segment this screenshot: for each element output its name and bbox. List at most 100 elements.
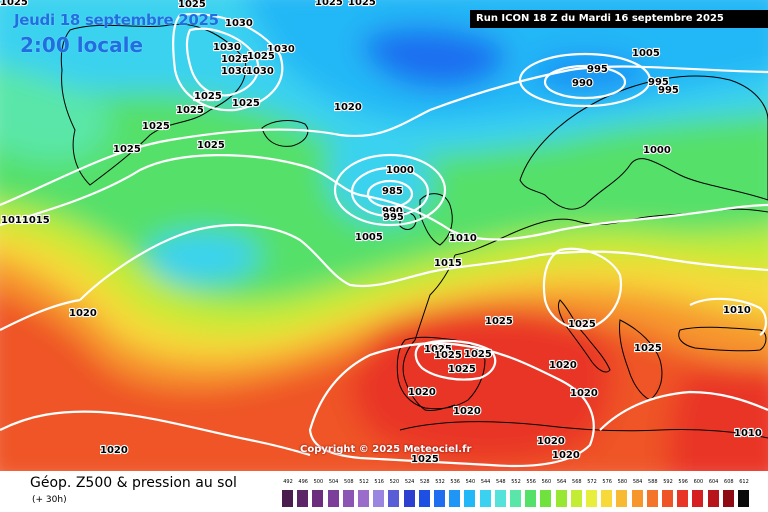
scale-swatch (631, 490, 643, 507)
legend-forecast-offset: (+ 30h) (32, 495, 67, 505)
forecast-date-title: Jeudi 18 septembre 2025 (14, 11, 219, 29)
isobar-label: 1030 (221, 66, 249, 77)
isobar-label: 1025 (113, 144, 141, 155)
scale-label: 524 (404, 479, 415, 485)
isobar-label: 995 (587, 64, 608, 75)
scale-label: 544 (480, 479, 491, 485)
isobar-label: 1020 (552, 450, 580, 461)
isobar-label: 1020 (100, 445, 128, 456)
scale-swatch (342, 490, 354, 507)
isobar-label: 1000 (643, 145, 671, 156)
isobar-label: 1025 (0, 0, 28, 8)
scale-label: 512 (359, 479, 369, 485)
isobar-label: 1005 (355, 232, 383, 243)
isobar-label: 1025 (411, 454, 439, 465)
scale-label: 588 (648, 479, 658, 485)
scale-label: 520 (389, 479, 400, 485)
scale-swatch (616, 490, 628, 507)
isobar-label: 1011015 (1, 215, 50, 226)
isobar-label: 1025 (247, 51, 275, 62)
scale-swatch (282, 490, 293, 507)
isobar-label: 1025 (315, 0, 343, 8)
copyright-notice: Copyright © 2025 Meteociel.fr (300, 444, 472, 455)
isobar-label: 1025 (448, 364, 476, 375)
scale-swatch (388, 490, 400, 507)
isobar-label: 1020 (549, 360, 577, 371)
isobar-label: 1010 (723, 305, 751, 316)
isobar-label: 1025 (197, 140, 225, 151)
scale-label: 584 (632, 479, 643, 485)
isobar-label: 1000 (386, 165, 414, 176)
scale-swatch (479, 490, 491, 507)
scale-label: 548 (496, 479, 506, 485)
isobar-label: 990 (382, 206, 403, 217)
scale-swatch (418, 490, 430, 507)
scale-swatch (722, 490, 734, 507)
isobar-label: 1025 (176, 105, 204, 116)
scale-label: 508 (344, 479, 354, 485)
isobar-label: 1025 (221, 54, 249, 65)
scale-label: 564 (556, 479, 567, 485)
isobar-label: 1030 (213, 42, 241, 53)
scale-label: 496 (298, 479, 308, 485)
scale-swatch (692, 490, 704, 507)
isobar-label: 1025 (634, 343, 662, 354)
isobar-label: 1010 (734, 428, 762, 439)
isobar-label: 1025 (348, 0, 376, 8)
isobar-label: 1020 (537, 436, 565, 447)
isobar-label: 1025 (142, 121, 170, 132)
scale-swatch (707, 490, 719, 507)
scale-label: 504 (328, 479, 339, 485)
scale-swatch (449, 490, 461, 507)
scale-label: 540 (465, 479, 476, 485)
isobar-label: 1025 (434, 350, 462, 361)
scale-swatch (510, 490, 521, 507)
isobars (0, 13, 768, 468)
isobar-label: 1020 (453, 406, 481, 417)
scale-swatch (555, 490, 567, 507)
scale-label: 608 (724, 479, 734, 485)
isobar-label: 1005 (632, 48, 660, 59)
legend-title: Géop. Z500 & pression au sol (30, 475, 237, 491)
scale-swatch (358, 490, 369, 507)
scale-swatch (525, 490, 537, 507)
isobar-label: 1030 (246, 66, 274, 77)
isobar-label: 990 (572, 78, 593, 89)
legend-footer: Géop. Z500 & pression au sol (+ 30h) 492… (0, 471, 768, 512)
isobar-labels: 1025 1030 1030 1030 1025 1025 1030 1030 … (0, 0, 763, 466)
forecast-time-title: 2:00 locale (20, 33, 144, 57)
scale-label: 592 (663, 479, 673, 485)
model-run-banner: Run ICON 18 Z du Mardi 16 septembre 2025 (470, 10, 768, 28)
isobar-label: 1020 (334, 102, 362, 113)
scale-swatch (403, 490, 415, 507)
geopotential-field (0, 0, 768, 471)
scale-label: 532 (435, 479, 445, 485)
scale-label: 568 (572, 479, 582, 485)
scale-swatch (601, 490, 613, 507)
scale-label: 556 (526, 479, 536, 485)
scale-swatch (373, 490, 385, 507)
scale-label: 604 (708, 479, 719, 485)
isobar-label: 1025 (424, 344, 452, 355)
scale-label: 596 (678, 479, 688, 485)
scale-label: 600 (693, 479, 704, 485)
scale-swatch (677, 490, 689, 507)
scale-label: 516 (374, 479, 384, 485)
color-scale: 492 496 500 504 508 512 516 520 524 528 532 536 540 5… (282, 479, 754, 509)
isobar-label: 985 (382, 186, 403, 197)
scale-swatch (738, 490, 749, 507)
scale-swatch (494, 490, 506, 507)
isobar-label: 1020 (570, 388, 598, 399)
scale-label: 576 (602, 479, 612, 485)
isobar-label: 1025 (485, 316, 513, 327)
scale-label: 560 (541, 479, 552, 485)
isobar-label: 1020 (69, 308, 97, 319)
scale-label: 580 (617, 479, 628, 485)
scale-swatch (646, 490, 658, 507)
isobar-label: 1025 (568, 319, 596, 330)
scale-swatch (312, 490, 324, 507)
scale-swatch (434, 490, 445, 507)
forecast-map: 1025 1030 1030 1030 1025 1025 1030 1030 … (0, 0, 768, 471)
scale-label: 500 (313, 479, 324, 485)
scale-label: 528 (420, 479, 430, 485)
